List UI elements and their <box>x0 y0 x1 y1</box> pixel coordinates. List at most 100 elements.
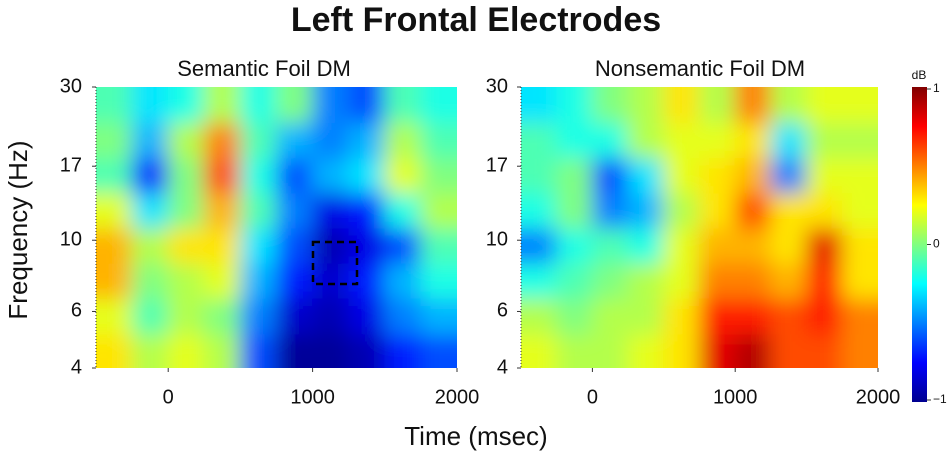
heatmap-cell <box>131 297 169 335</box>
heatmap-cell <box>131 333 169 368</box>
y-axis-label: Frequency (Hz) <box>3 140 33 319</box>
heatmap-cell <box>556 227 593 264</box>
heatmap-cell <box>699 333 736 368</box>
heatmap-cell <box>627 297 665 335</box>
heatmap-cell <box>131 192 169 229</box>
heatmap-cell <box>806 121 843 159</box>
heatmap-cell <box>203 262 241 299</box>
heatmap-cell <box>167 121 205 159</box>
heatmap-cell <box>420 297 457 335</box>
heatmap-cell <box>420 87 457 123</box>
heatmap-cell <box>420 227 457 264</box>
heatmap-cell <box>841 227 878 264</box>
heatmap-cell <box>276 297 314 335</box>
heatmap-cell <box>806 227 843 264</box>
heatmap-cell <box>770 87 808 123</box>
heatmap-cell <box>239 262 277 299</box>
heatmap-cell <box>348 227 386 264</box>
colorbar-ticks: 1 0 −1 <box>927 81 947 406</box>
panel-subtitle: Semantic Foil DM <box>177 56 351 81</box>
x-tick-label: 0 <box>587 386 598 408</box>
heatmap-cell <box>699 297 736 335</box>
heatmap-cell <box>663 87 700 123</box>
heatmap <box>96 87 457 368</box>
heatmap-cell <box>420 333 457 368</box>
figure-title: Left Frontal Electrodes <box>291 1 661 39</box>
x-tick-label: 0 <box>163 386 174 408</box>
heatmap-cell <box>348 121 386 159</box>
heatmap-cell <box>167 192 205 229</box>
heatmap-cell <box>276 262 314 299</box>
heatmap-cell <box>699 227 736 264</box>
heatmap-cell <box>806 297 843 335</box>
heatmap-cell <box>770 297 808 335</box>
heatmap-cell <box>699 262 736 299</box>
y-tick-label: 30 <box>60 75 82 97</box>
heatmap-cell <box>591 262 629 299</box>
heatmap-cell <box>627 157 665 194</box>
colorbar <box>912 87 927 402</box>
heatmap-cell <box>841 87 878 123</box>
colorbar-tick-label: −1 <box>933 392 947 406</box>
heatmap-cell <box>699 192 736 229</box>
heatmap-cell <box>663 262 700 299</box>
y-tick-label: 4 <box>497 356 508 378</box>
heatmap-cell <box>420 121 457 159</box>
y-tick-label: 17 <box>486 154 508 176</box>
heatmap-cell <box>348 262 386 299</box>
heatmap-cell <box>312 333 350 368</box>
heatmap-cell <box>384 192 422 229</box>
heatmap-cell <box>312 262 350 299</box>
heatmap-cell <box>239 333 277 368</box>
heatmap-cell <box>96 121 133 159</box>
heatmap-cell <box>806 87 843 123</box>
heatmap-cell <box>699 87 736 123</box>
heatmap-cell <box>131 121 169 159</box>
heatmap-cell <box>420 157 457 194</box>
heatmap-cell <box>276 87 314 123</box>
heatmap-cell <box>131 157 169 194</box>
heatmap-cell <box>841 262 878 299</box>
roi-box <box>311 240 359 286</box>
heatmap-cell <box>591 121 629 159</box>
heatmap-cell <box>384 333 422 368</box>
heatmap-cell <box>770 192 808 229</box>
x-tick-label: 1000 <box>713 386 758 408</box>
heatmap-cell <box>591 192 629 229</box>
panels: 4 6 10 17 30 0 1000 2000 4 6 10 17 30 0 1000 2000 <box>60 75 901 408</box>
heatmap-cell <box>276 192 314 229</box>
heatmap-cell <box>806 262 843 299</box>
y-tick-label: 6 <box>71 300 82 322</box>
heatmap-cell <box>203 333 241 368</box>
heatmap-cell <box>521 262 558 299</box>
heatmap-cell <box>384 227 422 264</box>
heatmap-cell <box>348 157 386 194</box>
heatmap-cell <box>734 192 772 229</box>
heatmap-cell <box>841 157 878 194</box>
heatmap-cell <box>239 227 277 264</box>
heatmap-cell <box>841 333 878 368</box>
heatmap-cell <box>521 157 558 194</box>
y-tick-label: 6 <box>497 300 508 322</box>
heatmap-cell <box>348 333 386 368</box>
heatmap-cell <box>239 192 277 229</box>
heatmap-cell <box>663 121 700 159</box>
heatmap-cell <box>203 297 241 335</box>
heatmap-cell <box>699 157 736 194</box>
y-tick-label: 17 <box>60 154 82 176</box>
heatmap-cell <box>420 262 457 299</box>
panel-subtitle: Nonsemantic Foil DM <box>595 56 805 81</box>
heatmap-cell <box>312 297 350 335</box>
heatmap-cell <box>276 121 314 159</box>
heatmap-cell <box>276 157 314 194</box>
colorbar-tick-label: 1 <box>933 81 940 95</box>
heatmap-cell <box>239 121 277 159</box>
heatmap-cell <box>627 121 665 159</box>
x-tick-label: 2000 <box>435 386 480 408</box>
heatmap-cell <box>384 121 422 159</box>
heatmap-cell <box>96 192 133 229</box>
heatmap-cell <box>167 262 205 299</box>
heatmap-cell <box>627 333 665 368</box>
heatmap-cell <box>663 297 700 335</box>
